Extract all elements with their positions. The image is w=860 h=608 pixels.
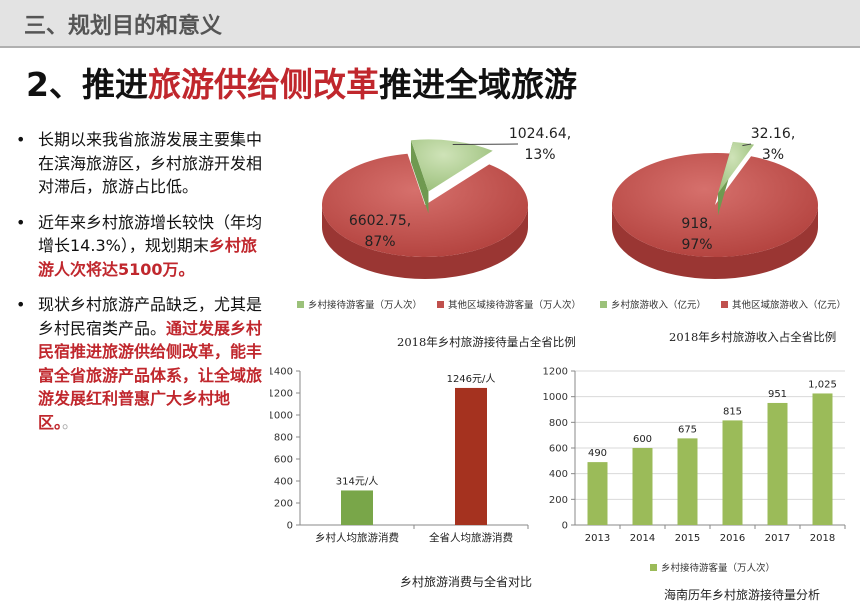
pie-slice-side [612, 205, 818, 279]
y-tick-label: 400 [549, 469, 568, 480]
slide-title-prefix: 2、推进 [26, 65, 148, 104]
x-category-label: 全省人均旅游消费 [429, 531, 513, 544]
y-tick-label: 600 [274, 455, 293, 466]
pie1-legend: 乡村接待游客量（万人次） 其他区域接待游客量（万人次） [297, 297, 581, 311]
bar-data-label: 1,025 [808, 379, 837, 390]
legend-label: 乡村旅游收入（亿元） [611, 300, 707, 311]
bullet-dot-icon: • [16, 212, 26, 232]
pie-charts: 1024.64, 13% 6602.75, 87% 32.16, 3% 918, 97% [322, 126, 819, 279]
pie-slice-side [322, 205, 528, 279]
leader-line [742, 143, 752, 147]
x-category-label: 2013 [585, 533, 610, 544]
pie-slice-side [410, 140, 429, 214]
bullet-list: • 长期以来我省旅游发展主要集中在滨海旅游区，乡村旅游开发相对滞后，旅游占比低。 … [14, 128, 264, 446]
bar [455, 387, 487, 525]
bullet-item: • 近年来乡村旅游增长较快（年均增长14.3%），规划期末乡村旅游人次将达5100… [14, 211, 264, 282]
bullet-item: • 现状乡村旅游产品缺乏，尤其是乡村民宿类产品。通过发展乡村民宿推进旅游供给侧改革… [14, 293, 264, 434]
y-tick-label: 1200 [270, 389, 293, 400]
bar-data-label: 1246元/人 [447, 373, 496, 385]
data-label-pct: 13% [524, 147, 555, 163]
legend-swatch [600, 301, 607, 308]
pie-chart-visitors: 1024.64, 13% 6602.75, 87% [322, 126, 571, 279]
x-category-label: 乡村人均旅游消费 [315, 531, 399, 544]
data-label-value: 1024.64, [509, 126, 571, 142]
legend-label: 乡村接待游客量（万人次） [308, 300, 423, 311]
x-category-label: 2014 [630, 533, 655, 544]
bar-data-label: 490 [588, 448, 607, 459]
pie-chart-revenue: 32.16, 3% 918, 97% [612, 126, 819, 279]
bar-data-label: 314元/人 [336, 475, 378, 487]
bar [677, 438, 698, 525]
bullet-text: 近年来乡村旅游增长较快（年均增长14.3%），规划期末 [38, 212, 263, 256]
bar [812, 393, 833, 525]
bullet-item: • 长期以来我省旅游发展主要集中在滨海旅游区，乡村旅游开发相对滞后，旅游占比低。 [14, 128, 264, 199]
legend-label: 其他区域旅游收入（亿元） [732, 300, 847, 311]
bar-data-label: 600 [633, 434, 652, 445]
bullet-dot-icon: • [16, 130, 26, 149]
header-bar [0, 0, 860, 46]
data-label-pct: 87% [364, 234, 395, 250]
y-tick-label: 800 [549, 418, 568, 429]
bullet-dot-icon: • [16, 295, 26, 314]
bar-data-label: 815 [723, 406, 742, 417]
bar2-title: 海南历年乡村旅游接待量分析 [664, 588, 821, 602]
legend-swatch [721, 301, 729, 308]
bar [587, 462, 608, 525]
y-tick-label: 1200 [543, 367, 568, 378]
bullet-tail: 。 [62, 412, 79, 432]
y-tick-label: 1000 [543, 392, 568, 403]
bullet-highlight: 乡村旅游人次将达5100万。 [38, 236, 257, 279]
bar-data-label: 951 [768, 389, 787, 400]
section-title: 三、规划目的和意义 [24, 14, 223, 39]
slide-title-suffix: 推进全域旅游 [378, 65, 577, 104]
pie-slice-other [612, 153, 819, 257]
legend-label: 其他区域接待游客量（万人次） [448, 300, 582, 311]
bar-data-label: 675 [678, 424, 697, 435]
pie2-title: 2018年乡村旅游收入占全省比例 [669, 330, 837, 344]
y-tick-label: 800 [274, 433, 293, 444]
bar2-legend: 乡村接待游客量（万人次） [650, 560, 775, 574]
header-divider [0, 46, 860, 48]
legend-swatch [437, 301, 445, 308]
legend-label: 乡村接待游客量（万人次） [661, 563, 776, 574]
data-label-pct: 97% [681, 237, 712, 253]
pie-slice-other [322, 153, 528, 257]
x-category-label: 2018 [810, 533, 835, 544]
bar-chart-yearly: 0 200 400 600 800 1000 1200 490 2013 600 2014 675 20… [543, 367, 846, 544]
legend-swatch [297, 301, 304, 308]
bar [632, 448, 653, 525]
data-label-pct: 3% [762, 147, 784, 163]
legend-swatch [650, 564, 657, 571]
x-category-label: 2015 [675, 533, 700, 544]
slide-title-highlight: 旅游供给侧改革 [147, 65, 379, 104]
bar1-title: 乡村旅游消费与全省对比 [400, 575, 533, 589]
y-tick-label: 0 [287, 521, 293, 532]
data-label-value: 32.16, [751, 126, 796, 142]
y-tick-label: 1400 [270, 367, 293, 378]
slide-title: 2、推进旅游供给侧改革推进全域旅游 [26, 58, 577, 106]
pie-slice-rural [717, 141, 755, 194]
y-tick-label: 600 [549, 444, 568, 455]
bullet-text: 现状乡村旅游产品缺乏，尤其是乡村民宿类产品。 [38, 295, 263, 338]
y-tick-label: 1000 [270, 411, 293, 422]
x-category-label: 2016 [720, 533, 745, 544]
pie-slice-rural [410, 139, 493, 192]
bar [341, 490, 373, 525]
pie1-title: 2018年乡村旅游接待量占全省比例 [397, 335, 576, 349]
pie2-legend: 乡村旅游收入（亿元） 其他区域旅游收入（亿元） [600, 297, 846, 311]
data-label-value: 6602.75, [349, 213, 411, 229]
y-tick-label: 200 [274, 499, 293, 510]
bar [767, 402, 788, 525]
bullet-highlight: 通过发展乡村民宿推进旅游供给侧改革，能丰富全省旅游产品体系，让全域旅游发展红利普… [38, 318, 263, 432]
y-tick-label: 0 [562, 521, 568, 532]
y-tick-label: 400 [274, 477, 293, 488]
bar [722, 420, 743, 525]
bullet-text: 长期以来我省旅游发展主要集中在滨海旅游区，乡村旅游开发相对滞后，旅游占比低。 [38, 130, 263, 196]
y-tick-label: 200 [549, 495, 568, 506]
x-category-label: 2017 [765, 533, 790, 544]
data-label-value: 918, [681, 216, 712, 232]
